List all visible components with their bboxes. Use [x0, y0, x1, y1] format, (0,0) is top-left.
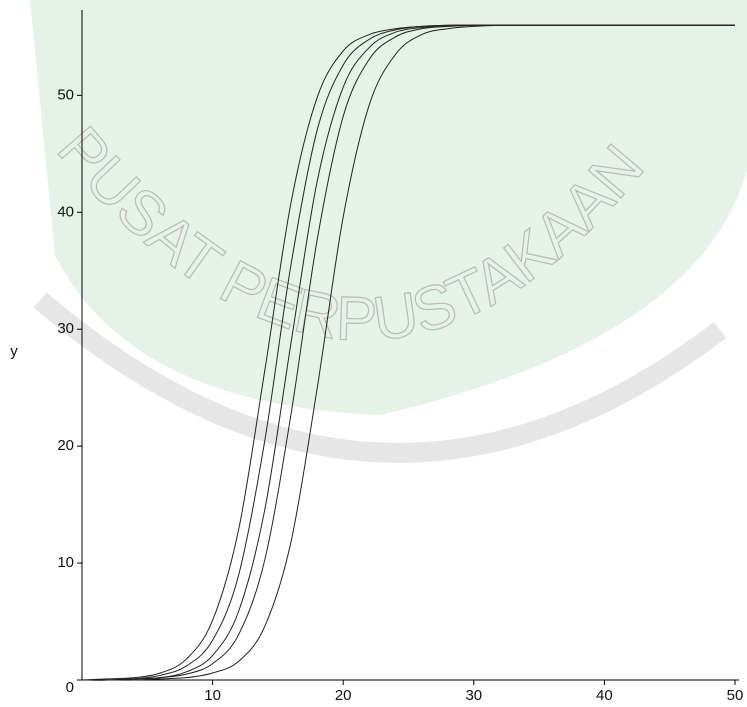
y-axis-label: y [10, 343, 18, 360]
watermark-band [33, 292, 727, 463]
x-tick-label: 10 [204, 687, 221, 704]
x-tick-label: 20 [335, 687, 352, 704]
y-tick-label: 40 [57, 203, 74, 220]
x-tick-label: 30 [465, 687, 482, 704]
y-tick-label: 20 [57, 437, 74, 454]
y-tick-label: 0 [66, 679, 74, 696]
y-tick-label: 50 [57, 86, 74, 103]
watermark-shape [30, 0, 747, 415]
curve [82, 24, 735, 681]
x-tick-label: 40 [596, 687, 613, 704]
y-tick-label: 30 [57, 320, 74, 337]
y-tick-label: 10 [57, 554, 74, 571]
x-tick-label: 50 [727, 687, 744, 704]
